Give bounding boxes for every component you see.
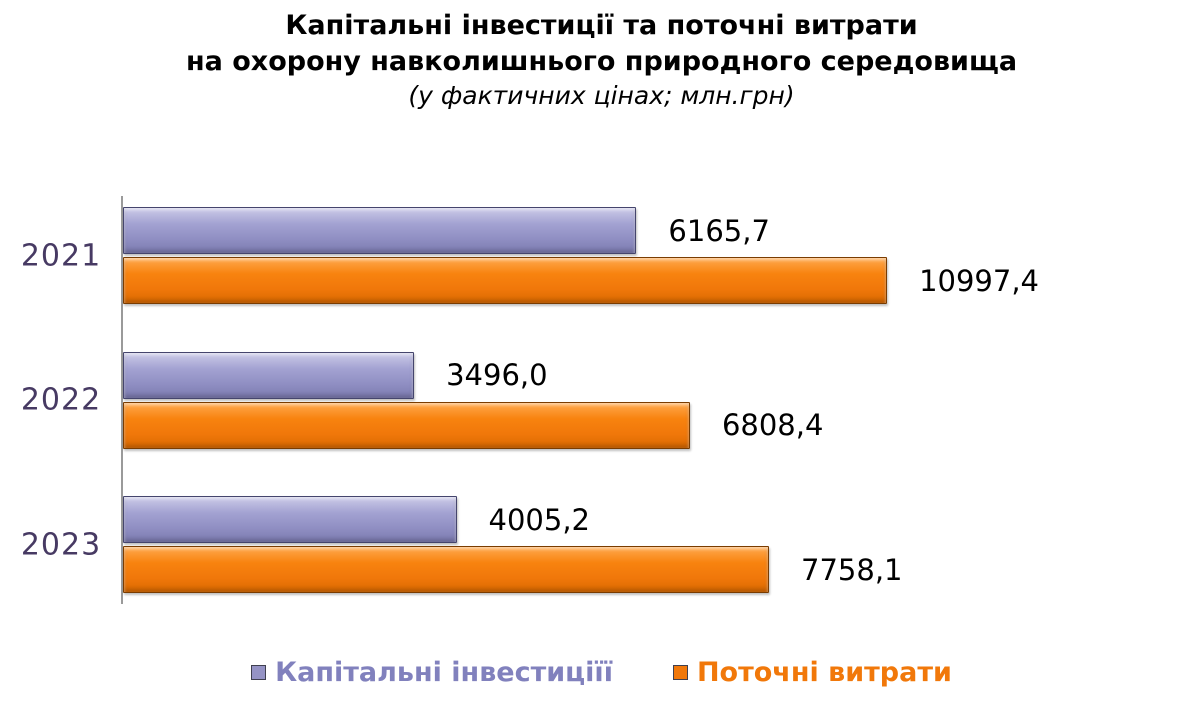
bar-row: 6165,7 <box>123 207 1039 254</box>
chart-legend: Капітальні інвестиціїї Поточні витрати <box>0 657 1203 688</box>
bar-value-label: 7758,1 <box>801 552 903 587</box>
bar-row: 10997,4 <box>123 257 1039 304</box>
legend-marker-current-expenses-icon <box>672 665 688 680</box>
bar-capital-investments <box>123 207 637 254</box>
year-label: 2021 <box>20 238 102 273</box>
bar-row: 7758,1 <box>123 546 1039 593</box>
bar-value-label: 3496,0 <box>446 358 548 392</box>
bar-capital-investments <box>123 496 457 543</box>
year-label: 2023 <box>20 527 102 562</box>
bar-group-2023: 2023 4005,2 7758,1 <box>21 496 1039 593</box>
chart-subtitle: (у фактичних цінах; млн.грн) <box>408 81 795 111</box>
chart-title-block: Капітальні інвестиції та поточні витрати… <box>0 8 1203 113</box>
bar-value-label: 6808,4 <box>721 408 824 442</box>
bar-row: 3496,0 <box>123 351 1039 399</box>
chart-title-line-2: на охорону навколишнього природного сере… <box>185 45 1018 77</box>
legend-label-capital-investments: Капітальні інвестиціїї <box>275 657 613 688</box>
bar-current-expenses <box>123 257 888 304</box>
bar-value-label: 6165,7 <box>668 213 770 248</box>
bar-current-expenses <box>123 401 690 449</box>
chart-title-line-1: Капітальні інвестиції та поточні витрати <box>285 10 918 41</box>
legend-item-capital-investments: Капітальні інвестиціїї <box>251 657 613 688</box>
legend-label-current-expenses: Поточні витрати <box>696 657 952 688</box>
bar-row: 4005,2 <box>123 496 1039 543</box>
bar-group-2022: 2022 3496,0 6808,4 <box>21 351 1039 449</box>
bar-group-2021: 2021 6165,7 10997,4 <box>21 207 1039 304</box>
bar-row: 6808,4 <box>123 401 1039 449</box>
bar-capital-investments <box>123 351 415 399</box>
bar-value-label: 10997,4 <box>919 263 1039 298</box>
year-label: 2022 <box>20 382 102 418</box>
legend-item-current-expenses: Поточні витрати <box>672 657 952 688</box>
plot-area: 2021 6165,7 10997,4 2022 3496,0 6808,4 2023 400… <box>21 196 1039 604</box>
bar-value-label: 4005,2 <box>488 502 590 537</box>
legend-marker-capital-investments-icon <box>251 665 267 680</box>
bar-current-expenses <box>123 546 770 593</box>
